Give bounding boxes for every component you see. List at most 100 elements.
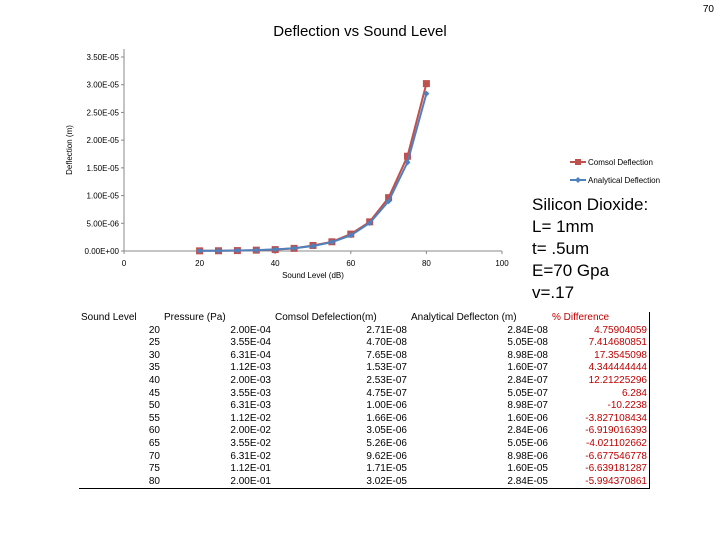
data-point — [234, 247, 241, 254]
table-cell: 2.00E-03 — [230, 374, 271, 386]
table-cell: 12.21225296 — [588, 374, 647, 386]
table-cell: 80 — [148, 475, 160, 487]
table-cell: 8.98E-07 — [507, 400, 548, 412]
data-point — [385, 198, 392, 205]
table-cell: 5.26E-06 — [366, 437, 407, 449]
table-cell: -3.827108434 — [585, 412, 647, 424]
table-cell: 1.12E-02 — [230, 412, 271, 424]
table-cell: 3.02E-05 — [366, 475, 407, 487]
table-row: 40 2.00E-03 2.53E-07 2.84E-07 12.21225296 — [79, 375, 650, 388]
data-point — [423, 90, 430, 97]
legend-marker — [575, 177, 581, 183]
table-cell: 2.71E-08 — [366, 324, 407, 336]
table-cell: -6.639181287 — [585, 463, 647, 475]
table-row: 75 1.12E-01 1.71E-05 1.60E-05 -6.639181287 — [79, 463, 650, 476]
table-header-row: Sound Level Pressure (Pa) Comsol Defelec… — [79, 312, 650, 325]
table-cell: 2.53E-07 — [366, 374, 407, 386]
y-tick-label: 2.00E-05 — [87, 136, 120, 145]
table-row: 60 2.00E-02 3.05E-06 2.84E-06 -6.919016393 — [79, 425, 650, 438]
table-cell: 2.00E-01 — [230, 475, 271, 487]
table-cell: -10.2238 — [607, 400, 647, 412]
table-cell: 9.62E-06 — [366, 450, 407, 462]
table-cell: 55 — [148, 412, 160, 424]
table-cell: 35 — [148, 362, 160, 374]
table-cell: 17.3545098 — [594, 349, 647, 361]
y-tick-label: 5.00E-06 — [87, 219, 120, 228]
table-cell: 3.55E-04 — [230, 337, 271, 349]
table-cell: 6.284 — [621, 387, 647, 399]
table-row: 20 2.00E-04 2.71E-08 2.84E-08 4.75904059 — [79, 325, 650, 338]
y-tick-label: 1.00E-05 — [87, 192, 120, 201]
legend-label: Comsol Deflection — [588, 158, 653, 167]
table-cell: 3.55E-03 — [230, 387, 271, 399]
x-tick-label: 60 — [346, 259, 355, 268]
table-cell: 1.12E-03 — [230, 362, 271, 374]
table-cell: 1.00E-06 — [366, 400, 407, 412]
table-cell: 5.05E-07 — [507, 387, 548, 399]
table-row: 80 2.00E-01 3.02E-05 2.84E-05 -5.994370861 — [79, 476, 650, 489]
table-cell: 1.12E-01 — [230, 463, 271, 475]
page-number: 70 — [702, 4, 714, 15]
table-cell: 2.84E-07 — [507, 374, 548, 386]
table-cell: 65 — [148, 437, 160, 449]
table-row: 65 3.55E-02 5.26E-06 5.05E-06 -4.021102662 — [79, 438, 650, 451]
data-point — [422, 80, 430, 88]
material-line: t= .5um — [532, 239, 590, 258]
material-line: v=.17 — [532, 283, 575, 302]
data-point — [366, 220, 373, 227]
table-row: 25 3.55E-04 4.70E-08 5.05E-08 7.414680851 — [79, 337, 650, 350]
table-cell: -6.677546778 — [585, 450, 647, 462]
table-cell: 5.05E-06 — [507, 437, 548, 449]
table-row: 30 6.31E-04 7.65E-08 8.98E-08 17.3545098 — [79, 350, 650, 363]
table-cell: 75 — [148, 463, 160, 475]
data-point — [404, 152, 411, 160]
table-cell: 7.414680851 — [588, 337, 647, 349]
y-tick-label: 0.00E+00 — [85, 247, 120, 256]
table-cell: -4.021102662 — [586, 437, 647, 449]
table-cell: 8.98E-08 — [507, 349, 548, 361]
table-cell: 3.55E-02 — [230, 437, 271, 449]
table-cell: 1.71E-05 — [366, 463, 407, 475]
data-point — [404, 159, 411, 166]
table-cell: 30 — [148, 349, 160, 361]
x-axis-label: Sound Level (dB) — [282, 271, 344, 280]
table-body: 20 2.00E-04 2.71E-08 2.84E-08 4.75904059 25 3.… — [79, 325, 650, 489]
table-cell: 4.75E-07 — [366, 387, 407, 399]
table-cell: -5.994370861 — [585, 475, 647, 487]
table-cell: 6.31E-04 — [230, 349, 271, 361]
y-tick-label: 1.50E-05 — [87, 164, 120, 173]
data-point — [385, 194, 393, 202]
y-tick-label: 3.00E-05 — [87, 81, 120, 90]
table-cell: 2.84E-08 — [507, 324, 548, 336]
data-point — [291, 245, 298, 252]
table-cell: 8.98E-06 — [507, 450, 548, 462]
table-cell: 4.344444444 — [588, 362, 647, 374]
table-cell: 2.00E-02 — [230, 425, 271, 437]
series-line — [199, 93, 428, 252]
column-header: Analytical Deflecton (m) — [411, 312, 517, 323]
material-line: L= 1mm — [532, 217, 594, 236]
data-point — [328, 239, 335, 246]
table-cell: 45 — [148, 387, 160, 399]
column-header: % Difference — [552, 312, 610, 323]
table-cell: 40 — [148, 374, 160, 386]
x-tick-label: 80 — [422, 259, 431, 268]
x-tick-label: 100 — [495, 259, 509, 268]
table-cell: 60 — [148, 425, 160, 437]
x-tick-label: 0 — [122, 259, 127, 268]
legend-label: Analytical Deflection — [588, 176, 660, 185]
table-cell: 5.05E-08 — [507, 337, 548, 349]
table-cell: 2.84E-05 — [507, 475, 548, 487]
x-tick-label: 40 — [271, 259, 280, 268]
series-line — [199, 83, 428, 252]
table-cell: 1.53E-07 — [366, 362, 407, 374]
column-header: Pressure (Pa) — [164, 312, 226, 323]
table-cell: 1.66E-06 — [366, 412, 407, 424]
x-tick-label: 20 — [195, 259, 204, 268]
deflection-chart: Deflection vs Sound Level 0.00E+00 5.00E-0… — [65, 23, 660, 280]
chart-title: Deflection vs Sound Level — [273, 23, 446, 40]
table-cell: 50 — [148, 400, 160, 412]
table-cell: 3.05E-06 — [366, 425, 407, 437]
table-cell: 25 — [148, 337, 160, 349]
y-tick-label: 2.50E-05 — [87, 108, 120, 117]
